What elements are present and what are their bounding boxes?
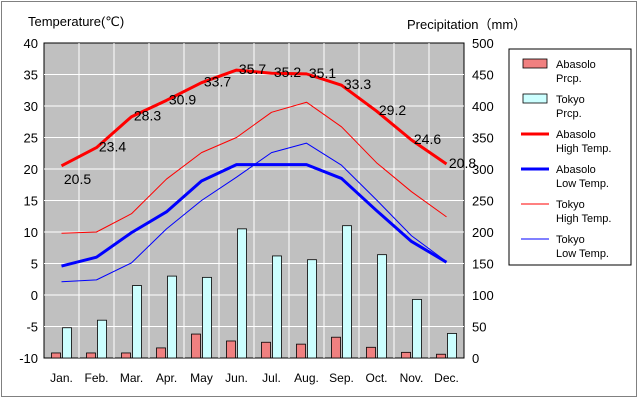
- precip-bar: [401, 351, 411, 359]
- right-tick-label: 100: [472, 288, 494, 303]
- temp-data-label: 24.6: [414, 131, 441, 147]
- left-tick-label: 20: [24, 162, 38, 177]
- temp-line: [61, 101, 447, 234]
- temp-data-label: 33.3: [344, 76, 371, 92]
- precip-bar: [331, 336, 341, 359]
- month-label: Feb.: [84, 371, 108, 385]
- precip-bar: [447, 333, 457, 359]
- precip-bar: [202, 276, 212, 359]
- precip-bar: [272, 255, 282, 359]
- precip-bar: [366, 346, 376, 359]
- temp-line: [60, 68, 448, 168]
- legend-label: Prcp.: [556, 108, 582, 120]
- right-tick-label: 200: [472, 225, 494, 240]
- precip-bar: [51, 352, 61, 359]
- right-tick-label: 500: [472, 36, 494, 51]
- month-label: Dec.: [434, 371, 459, 385]
- legend-label: Tokyo: [556, 199, 585, 211]
- legend-label: Abasolo: [556, 59, 596, 71]
- temp-data-label: 20.8: [449, 155, 476, 171]
- month-label: Nov.: [400, 371, 424, 385]
- legend-label: Tokyo: [556, 234, 585, 246]
- right-tick-label: 150: [472, 257, 494, 272]
- precip-bar: [97, 319, 107, 359]
- left-tick-label: 10: [24, 225, 38, 240]
- temp-data-label: 30.9: [169, 91, 196, 107]
- left-axis-title: Temperature(℃): [28, 14, 125, 29]
- month-label: Jun.: [225, 371, 248, 385]
- legend-label: Tokyo: [556, 94, 585, 106]
- left-tick-label: 35: [24, 68, 38, 83]
- precip-bar: [342, 225, 352, 359]
- temp-data-label: 35.1: [309, 65, 336, 81]
- left-tick-label: 40: [24, 36, 38, 51]
- right-tick-label: 350: [472, 131, 494, 146]
- left-tick-label: 25: [24, 131, 38, 146]
- month-label: Oct.: [365, 371, 387, 385]
- legend-label: Prcp.: [556, 73, 582, 85]
- precip-bar: [156, 347, 166, 359]
- month-label: Jul.: [262, 371, 281, 385]
- month-label: Aug.: [294, 371, 319, 385]
- month-label: Sep.: [329, 371, 354, 385]
- precip-bar: [86, 352, 96, 359]
- precip-bar: [226, 340, 236, 359]
- month-label: Apr.: [156, 371, 177, 385]
- right-tick-label: 50: [472, 320, 486, 335]
- precip-bar: [412, 299, 422, 359]
- right-tick-label: 400: [472, 99, 494, 114]
- precip-bar: [307, 259, 317, 359]
- precip-bar: [436, 353, 446, 359]
- left-tick-label: 15: [24, 194, 38, 209]
- precip-bar: [167, 275, 177, 359]
- precip-bar: [191, 333, 201, 359]
- precip-bar: [296, 343, 306, 359]
- temp-data-label: 23.4: [99, 139, 126, 155]
- temp-data-label: 28.3: [134, 108, 161, 124]
- legend-label: Low Temp.: [556, 248, 609, 260]
- legend-label: High Temp.: [556, 213, 611, 225]
- right-tick-label: 250: [472, 194, 494, 209]
- legend-label: Low Temp.: [556, 178, 609, 190]
- precip-bar: [261, 341, 271, 359]
- legend-swatch: [522, 93, 548, 104]
- legend-label: Abasolo: [556, 129, 596, 141]
- left-tick-label: 30: [24, 99, 38, 114]
- precip-bar: [237, 228, 247, 359]
- left-tick-label: -5: [26, 320, 38, 335]
- legend-box: [508, 48, 632, 266]
- temp-data-label: 33.7: [204, 74, 231, 90]
- precip-bar: [377, 254, 387, 359]
- precip-bar: [62, 327, 72, 359]
- precip-bar: [121, 352, 131, 359]
- right-tick-label: 0: [472, 351, 479, 366]
- left-tick-label: -10: [19, 351, 38, 366]
- legend-swatch: [522, 58, 548, 69]
- temp-data-label: 20.5: [64, 171, 91, 187]
- precip-bar: [132, 285, 142, 359]
- right-tick-label: 300: [472, 162, 494, 177]
- temp-data-label: 35.7: [239, 61, 266, 77]
- legend-label: Abasolo: [556, 164, 596, 176]
- temp-line: [61, 142, 447, 283]
- month-label: May: [190, 371, 213, 385]
- left-tick-label: 5: [31, 257, 38, 272]
- legend-label: High Temp.: [556, 143, 611, 155]
- left-tick-label: 0: [31, 288, 38, 303]
- temp-data-label: 35.2: [274, 64, 301, 80]
- month-label: Jan.: [50, 371, 73, 385]
- temp-data-label: 29.2: [379, 102, 406, 118]
- right-axis-title: Precipitation（mm）: [407, 17, 527, 32]
- month-label: Mar.: [120, 371, 143, 385]
- right-tick-label: 450: [472, 68, 494, 83]
